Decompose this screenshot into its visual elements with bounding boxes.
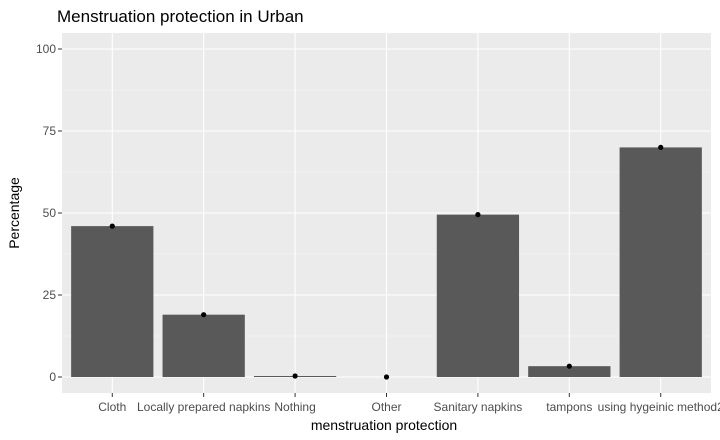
- x-axis: Cloth Locally prepared napkins Nothing Othe…: [98, 393, 720, 414]
- x-tick-label: Sanitary napkins: [434, 400, 523, 414]
- y-tick-label: 100: [36, 42, 56, 56]
- point-marker: [566, 363, 572, 369]
- point-marker: [475, 212, 481, 218]
- y-tick-label: 50: [43, 206, 57, 220]
- y-tick-label: 25: [43, 288, 57, 302]
- bar: [436, 214, 520, 377]
- chart-title: Menstruation protection in Urban: [57, 7, 304, 26]
- point-marker: [292, 373, 298, 379]
- point-marker: [383, 374, 390, 380]
- bars: [71, 147, 702, 378]
- points: [109, 144, 664, 380]
- x-tick-label: Other: [371, 400, 401, 414]
- y-tick-label: 75: [43, 124, 57, 138]
- point-marker: [109, 223, 115, 229]
- point-marker: [201, 312, 207, 318]
- point-marker: [658, 144, 664, 150]
- bar: [528, 366, 611, 377]
- x-axis-title: menstruation protection: [311, 417, 457, 433]
- y-axis: 0 25 50 75 100: [36, 42, 62, 384]
- x-tick-label: using hygeinic method2: [598, 400, 720, 414]
- bar: [162, 314, 245, 377]
- y-tick-label: 0: [49, 370, 56, 384]
- x-tick-label: Nothing: [274, 400, 315, 414]
- y-axis-title: Percentage: [6, 177, 22, 249]
- x-tick-label: tampons: [546, 400, 592, 414]
- x-tick-label: Cloth: [98, 400, 126, 414]
- x-tick-label: Locally prepared napkins: [137, 400, 270, 414]
- bar: [71, 226, 154, 377]
- bar: [619, 147, 702, 377]
